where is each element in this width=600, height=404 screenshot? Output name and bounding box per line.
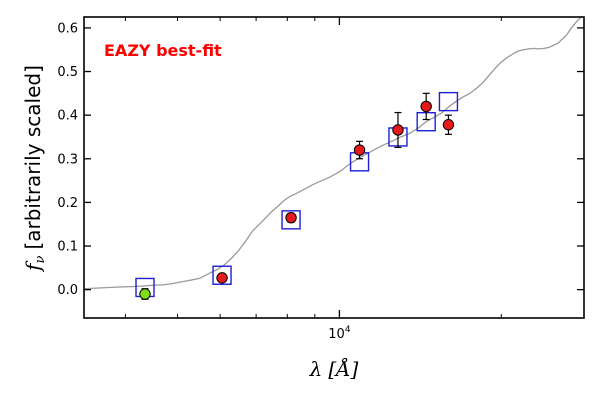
y-tick-label-0: 0.0 [57, 283, 78, 298]
plot-frame [83, 16, 585, 319]
y-axis-text: [arbitrarily scaled] [21, 65, 45, 249]
axes-layer: 0.0 0.1 0.2 0.3 0.4 0.5 0.6 104 [57, 16, 585, 342]
observed-point-4 [392, 124, 404, 136]
x-axis-title: λ [Å] [309, 356, 359, 381]
x-axis-text: [Å] [328, 356, 358, 381]
y-tick-label-3: 0.3 [57, 152, 78, 167]
model-point-2 [281, 210, 301, 230]
model-point-1 [212, 265, 232, 285]
y-tick-label-2: 0.2 [57, 196, 78, 211]
y-tick-label-1: 0.1 [57, 240, 78, 255]
observed-point-5 [420, 100, 432, 113]
eazy-best-fit-annotation: EAZY best-fit [104, 41, 222, 60]
y-tick-label-4: 0.4 [57, 109, 78, 124]
template-spectrum-layer [84, 17, 583, 290]
x-axis-symbol: λ [309, 357, 323, 381]
observed-point-3 [353, 144, 366, 156]
y-tick-label-5: 0.5 [57, 65, 78, 80]
observed-photometry-layer [139, 92, 455, 300]
observed-point-6 [442, 119, 455, 131]
model-photometry-layer [135, 91, 459, 298]
template-spectrum-line [84, 17, 583, 290]
observed-point-2 [285, 211, 297, 224]
x-tick-label-0: 104 [328, 325, 351, 342]
y-axis-title: fν[arbitrarily scaled] [21, 65, 48, 273]
y-tick-label-6: 0.6 [57, 21, 78, 36]
observed-point-0 [139, 288, 151, 300]
observed-point-1 [216, 272, 228, 284]
y-axis-subscript: ν [33, 255, 48, 263]
model-point-6 [438, 91, 459, 112]
